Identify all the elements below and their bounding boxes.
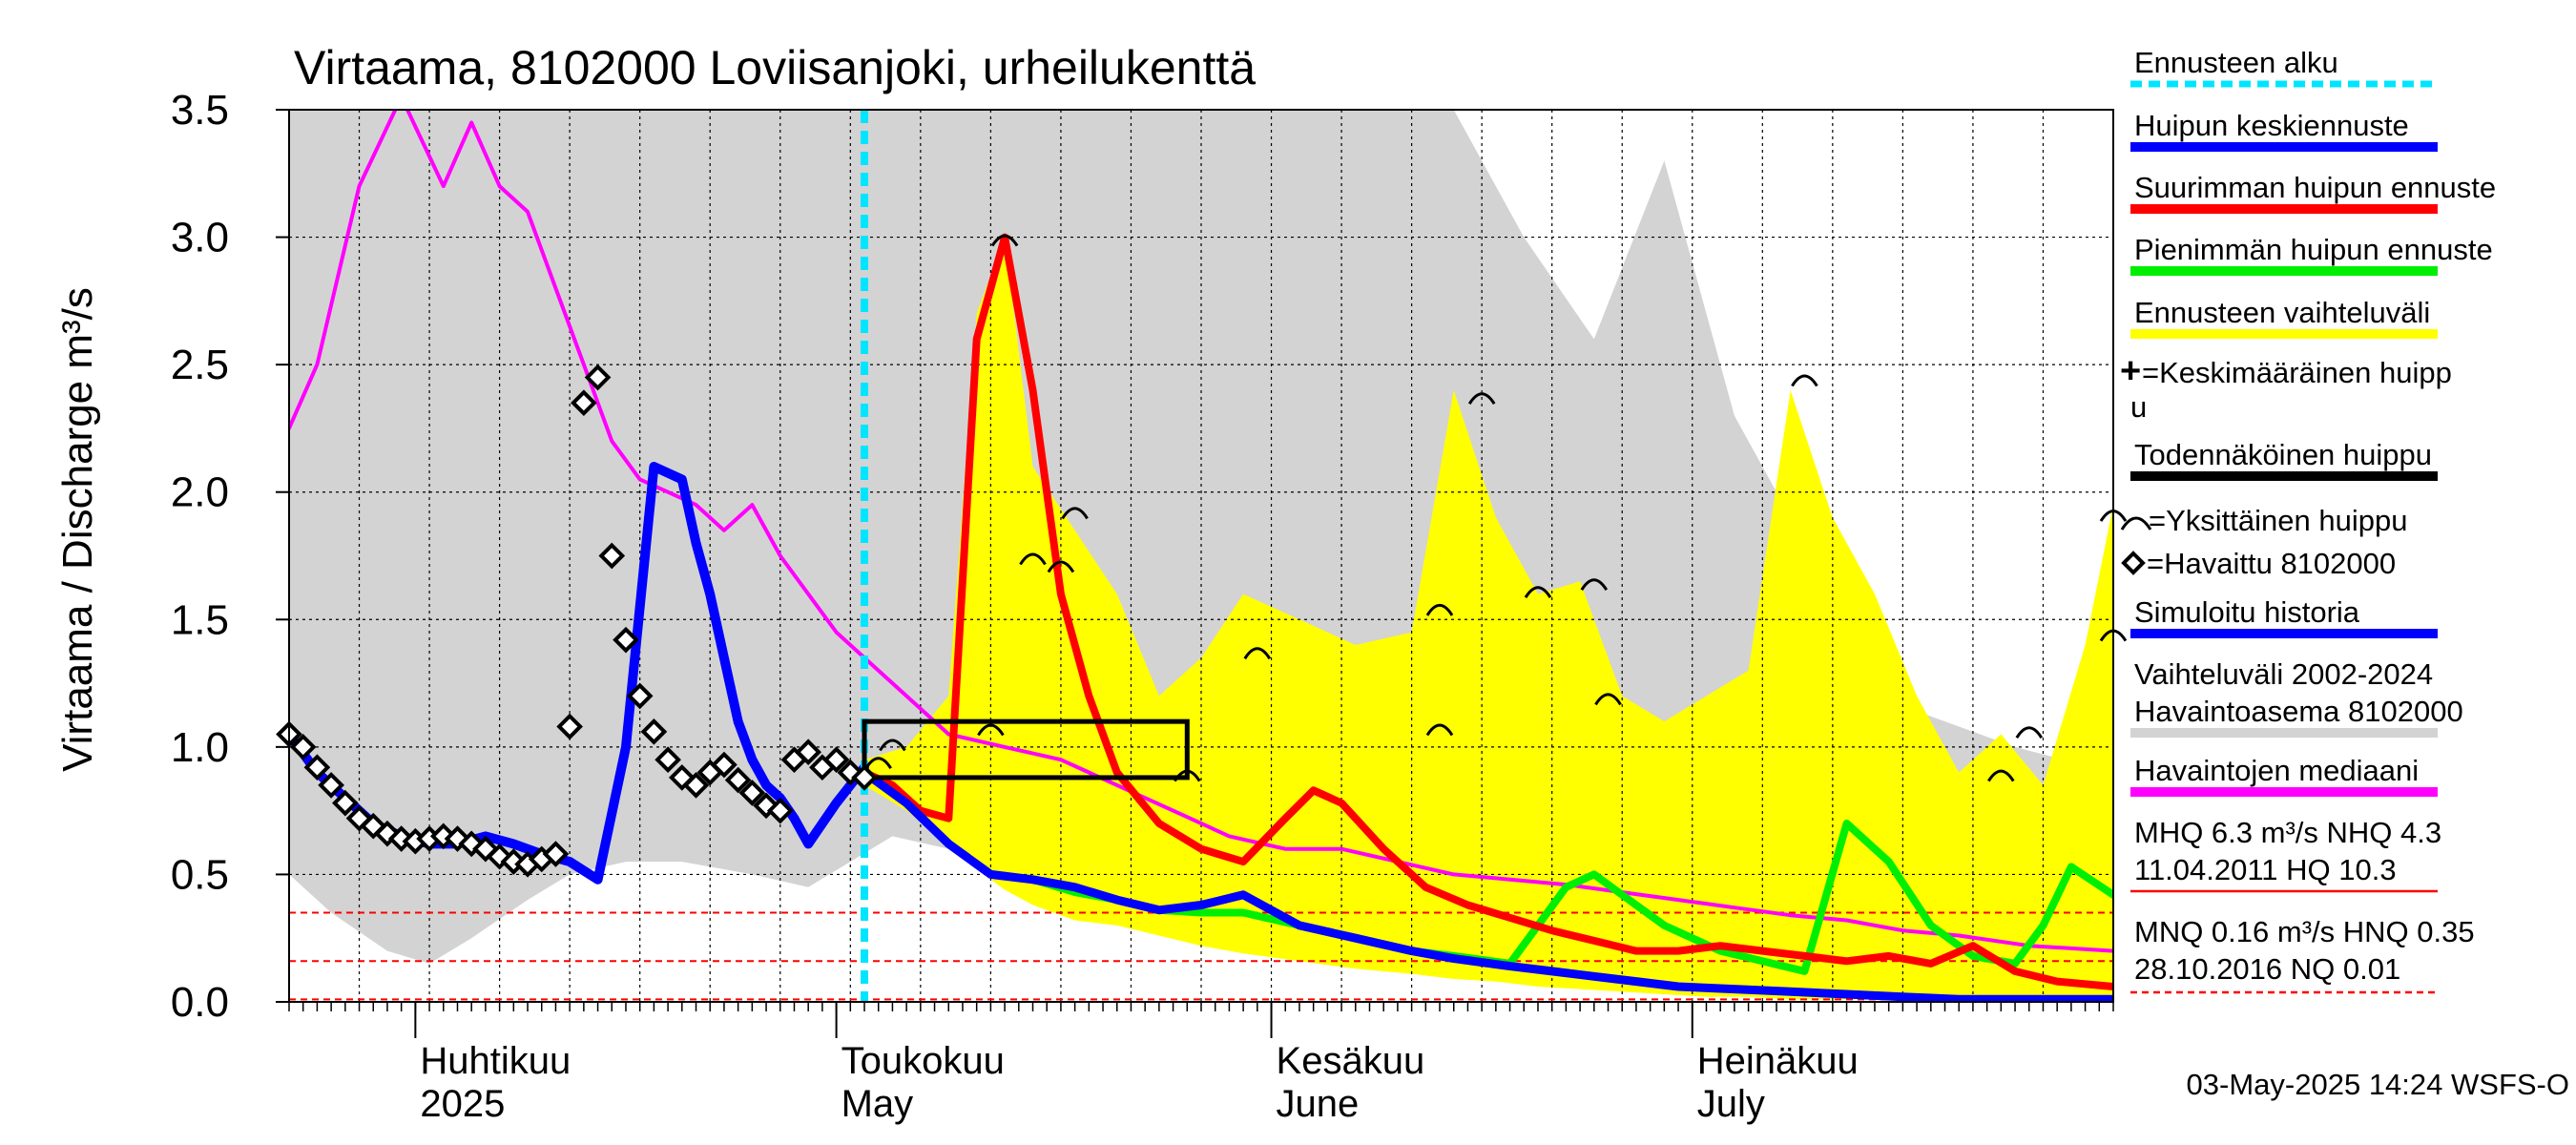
markers-layer bbox=[276, 234, 2128, 878]
diamond-icon bbox=[2121, 551, 2146, 575]
legend-label: Vaihteluväli 2002-2024 bbox=[2134, 657, 2433, 691]
observed-point bbox=[753, 792, 779, 820]
single-peak-marker bbox=[1987, 769, 2015, 782]
plus-icon: + bbox=[2120, 351, 2141, 391]
observed-point bbox=[626, 682, 654, 710]
y-tick-label: 3.5 bbox=[171, 87, 229, 134]
observed-point bbox=[682, 772, 710, 799]
observed-point bbox=[724, 766, 752, 794]
observed-point bbox=[822, 746, 850, 774]
y-tick-label: 2.0 bbox=[171, 469, 229, 516]
observed-point bbox=[556, 713, 583, 740]
y-tick-label: 1.5 bbox=[171, 596, 229, 643]
single-peak-marker bbox=[1524, 586, 1552, 599]
observed-point bbox=[332, 789, 359, 817]
single-peak-marker bbox=[1019, 552, 1047, 566]
month-label-en: May bbox=[841, 1083, 914, 1125]
grid-lines bbox=[289, 110, 2113, 1002]
month-label-fi: Toukokuu bbox=[841, 1040, 1005, 1082]
legend-label: MNQ 0.16 m³/s HNQ 0.35 bbox=[2134, 915, 2475, 948]
single-peak-marker bbox=[1594, 693, 1622, 706]
single-peak-marker bbox=[1243, 647, 1272, 660]
observed-point bbox=[374, 820, 401, 847]
single-peak-marker bbox=[1467, 392, 1496, 406]
probable-peak-box bbox=[862, 718, 1190, 781]
single-peak-marker bbox=[990, 234, 1019, 247]
legend-label: =Keskimääräinen huipp bbox=[2142, 356, 2452, 389]
legend-label: MHQ 6.3 m³/s NHQ 4.3 bbox=[2134, 816, 2441, 849]
observed-point bbox=[472, 835, 499, 863]
single-peak-marker bbox=[1580, 578, 1609, 592]
legend-label: =Yksittäinen huippu bbox=[2149, 504, 2407, 537]
legend-label: Huipun keskiennuste bbox=[2134, 109, 2409, 142]
single-peak-marker bbox=[1791, 374, 1818, 387]
observed-point bbox=[542, 841, 570, 867]
legend-label: Simuloitu historia bbox=[2134, 595, 2360, 629]
legend: Ennusteen alku Huipun keskiennuste Suurimm… bbox=[2120, 46, 2496, 994]
legend-label: Ennusteen vaihteluväli bbox=[2134, 296, 2430, 329]
month-label-en: 2025 bbox=[420, 1083, 505, 1125]
observed-point bbox=[303, 754, 331, 781]
observed-point bbox=[640, 718, 668, 745]
observed-point bbox=[613, 626, 639, 654]
timestamp-footer: 03-May-2025 14:24 WSFS-O bbox=[2187, 1068, 2569, 1101]
month-label-en: July bbox=[1697, 1083, 1765, 1125]
y-tick-label: 1.0 bbox=[171, 724, 229, 771]
observed-point bbox=[584, 364, 612, 391]
single-peak-marker bbox=[1425, 603, 1454, 616]
observed-point bbox=[444, 825, 471, 852]
y-tick-label: 2.5 bbox=[171, 342, 229, 388]
y-tick-label: 0.5 bbox=[171, 851, 229, 898]
observed-point bbox=[851, 764, 878, 791]
observed-point bbox=[318, 772, 344, 799]
arc-icon bbox=[2120, 516, 2152, 531]
single-peak-marker bbox=[1174, 769, 1201, 782]
chart-title: Virtaama, 8102000 Loviisanjoki, urheiluk… bbox=[294, 41, 1256, 94]
y-tick-label: 0.0 bbox=[171, 979, 229, 1026]
observed-point bbox=[486, 843, 513, 870]
single-peak-marker bbox=[1425, 723, 1454, 737]
single-peak-marker bbox=[2015, 726, 2044, 739]
band-ennusteen-vaihteluv-li bbox=[864, 237, 2113, 1000]
legend-label: Suurimman huipun ennuste bbox=[2134, 171, 2496, 204]
observed-point bbox=[795, 739, 822, 766]
observed-point bbox=[598, 542, 626, 570]
single-peak-marker bbox=[977, 723, 1005, 737]
legend-label: Havaintojen mediaani bbox=[2134, 754, 2419, 787]
legend-label: Todennäköinen huippu bbox=[2134, 438, 2432, 471]
single-peak-marker bbox=[1061, 507, 1089, 520]
legend-label: 28.10.2016 NQ 0.01 bbox=[2134, 952, 2400, 986]
single-peak-marker bbox=[879, 739, 906, 752]
legend-label: =Havaittu 8102000 bbox=[2147, 547, 2396, 580]
legend-label: 11.04.2011 HQ 10.3 bbox=[2134, 853, 2397, 886]
y-axis-label: Virtaama / Discharge m³/s bbox=[54, 287, 101, 772]
observed-point bbox=[571, 389, 597, 417]
series-line-huipun-keskiennuste bbox=[860, 768, 2113, 1002]
single-peak-marker bbox=[864, 757, 892, 770]
legend-label: u bbox=[2130, 390, 2147, 424]
observed-point bbox=[289, 734, 317, 760]
single-peak-marker bbox=[1047, 560, 1075, 573]
month-label-en: June bbox=[1277, 1083, 1360, 1125]
month-label-fi: Kesäkuu bbox=[1277, 1040, 1425, 1082]
legend-label: Havaintoasema 8102000 bbox=[2134, 695, 2463, 728]
month-label-fi: Huhtikuu bbox=[420, 1040, 571, 1082]
observed-point bbox=[711, 751, 737, 779]
y-tick-label: 3.0 bbox=[171, 215, 229, 261]
series-line-havaintojen-mediaani bbox=[289, 110, 2113, 953]
legend-label: Ennusteen alku bbox=[2134, 46, 2338, 79]
series-line-suurimman-huipun-ennuste bbox=[861, 233, 2113, 990]
month-label-fi: Heinäkuu bbox=[1697, 1040, 1859, 1082]
observed-point bbox=[738, 780, 766, 806]
reference-lines bbox=[289, 911, 2113, 1001]
observed-point bbox=[654, 746, 681, 774]
legend-label: Pienimmän huipun ennuste bbox=[2134, 233, 2493, 266]
observed-point bbox=[766, 797, 794, 824]
